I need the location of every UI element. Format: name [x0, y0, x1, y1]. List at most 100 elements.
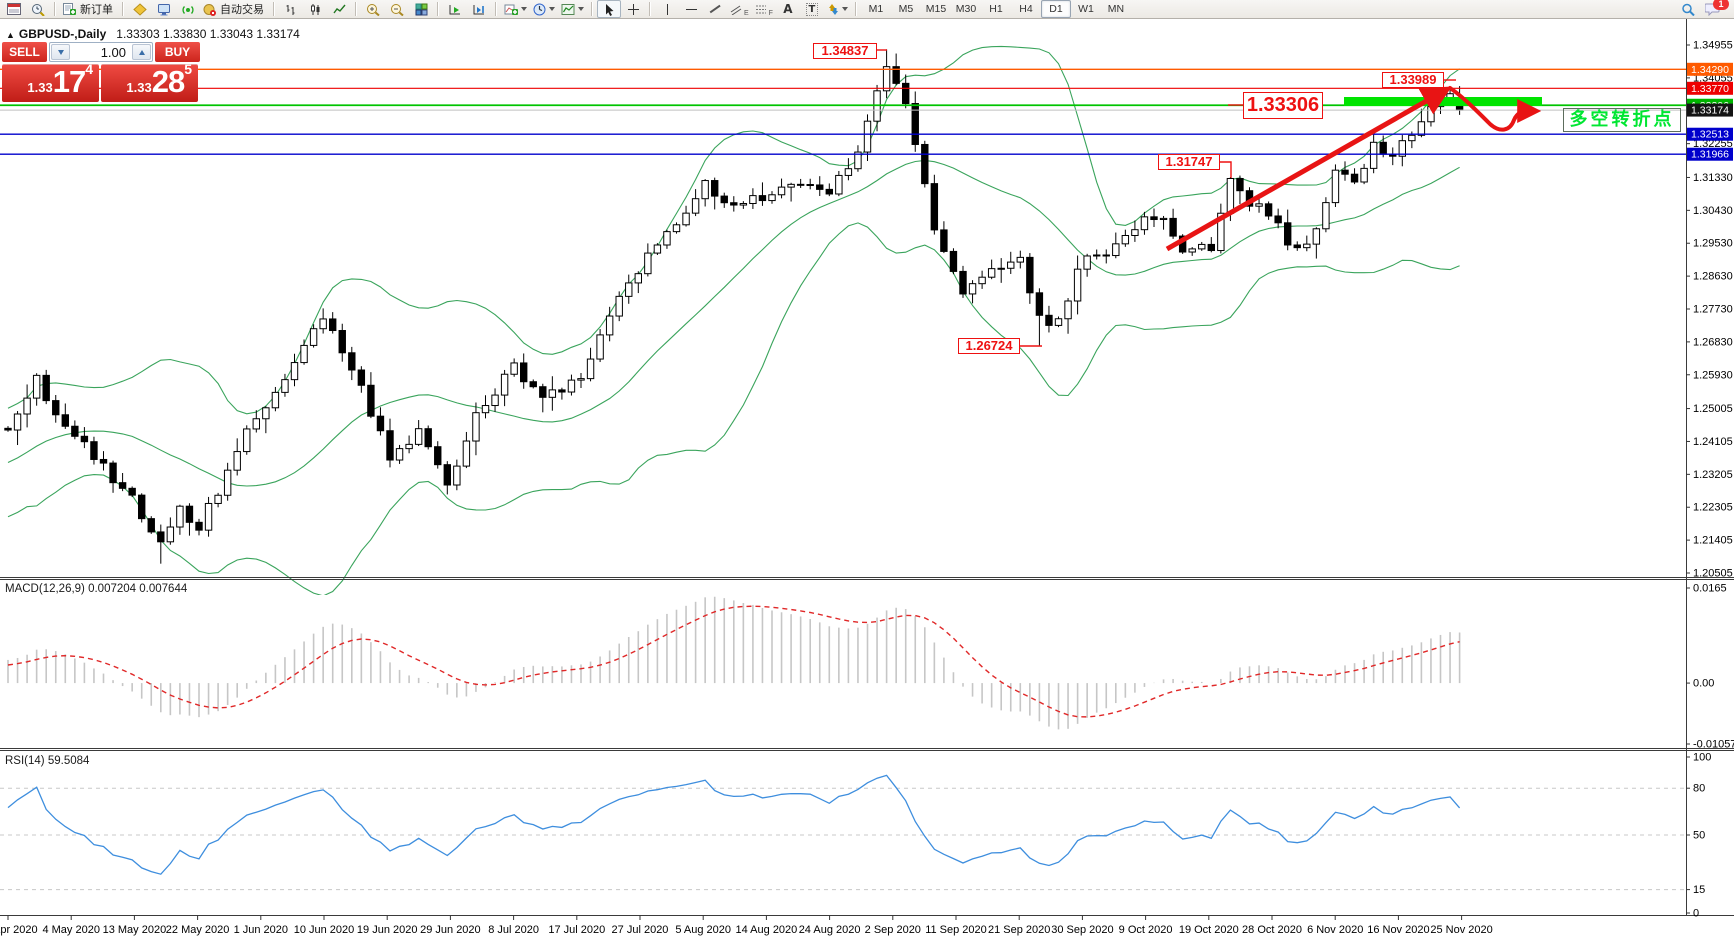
rsi-line — [7, 774, 1461, 875]
candle — [195, 521, 203, 531]
templates-button[interactable] — [558, 0, 587, 18]
text-tool-button[interactable]: A — [776, 0, 800, 18]
price-annotation-1.33989[interactable]: 1.33989 — [1382, 72, 1444, 88]
volume-decrease-button[interactable] — [51, 44, 70, 60]
zoom-out-button[interactable] — [385, 0, 409, 18]
timeframe-button-m1[interactable]: M1 — [868, 3, 884, 15]
volume-field[interactable]: 1.00 — [100, 45, 126, 60]
metaeditor-button[interactable] — [128, 0, 152, 18]
panel-frames — [0, 18, 1734, 916]
cursor-tool-button[interactable] — [597, 0, 621, 18]
vertical-line-tool-button[interactable] — [655, 0, 679, 18]
date-label: 16 Nov 2020 — [1367, 924, 1429, 936]
rsi-name: RSI(14) — [5, 755, 45, 767]
buy-price-prefix: 1.33 — [126, 80, 152, 95]
auto-scroll-button[interactable] — [443, 0, 467, 18]
timeframe-button-mn[interactable]: MN — [1107, 3, 1125, 15]
candle — [691, 198, 700, 214]
macd-axis-label: 0.0165 — [1693, 583, 1727, 595]
charts-window-icon[interactable] — [2, 0, 26, 18]
candle — [911, 103, 919, 145]
timeframe-button-h1[interactable]: H1 — [989, 3, 1003, 15]
price-annotation-1.31747[interactable]: 1.31747 — [1158, 154, 1220, 170]
buy-button[interactable]: BUY — [155, 42, 200, 62]
collapse-panel-arrow[interactable]: ▲ — [6, 30, 15, 40]
date-label: 24 Aug 2020 — [799, 924, 861, 936]
tile-windows-icon — [415, 3, 427, 15]
price-tick-label: 1.23205 — [1693, 469, 1733, 481]
crosshair-tool-button[interactable] — [621, 0, 645, 18]
strategy-tester-icon[interactable] — [26, 0, 50, 18]
timeframe-button-h4[interactable]: H4 — [1019, 3, 1033, 15]
buy-price-panel[interactable]: 1.33285 — [101, 61, 198, 102]
price-tick-label: 1.32255 — [1693, 138, 1733, 150]
candle — [711, 180, 719, 197]
candle — [682, 212, 690, 226]
sell-button[interactable]: SELL — [2, 42, 47, 62]
candle — [4, 427, 12, 431]
candle — [730, 202, 738, 206]
candlestick-chart-button[interactable] — [303, 0, 327, 18]
price-badge-label: 1.34290 — [1691, 64, 1729, 76]
candle — [844, 168, 853, 176]
price-axis[interactable]: 1.349551.340551.322551.313301.304301.295… — [1686, 40, 1734, 920]
candle — [529, 381, 537, 388]
search-button[interactable] — [1676, 0, 1700, 18]
terminal-button[interactable] — [152, 0, 176, 18]
indicators-button[interactable] — [501, 0, 530, 18]
price-annotation-1.26724[interactable]: 1.26724 — [958, 338, 1020, 354]
chart-canvas[interactable]: 1.349551.340551.322551.313301.304301.295… — [0, 18, 1734, 944]
candle — [481, 405, 490, 414]
signals-button[interactable] — [176, 0, 200, 18]
timeframe-button-w1[interactable]: W1 — [1078, 3, 1094, 15]
arrows-tool-button[interactable] — [824, 0, 851, 18]
sell-price-big: 17 — [52, 64, 86, 99]
date-label: 25 Nov 2020 — [1430, 924, 1492, 936]
date-label: 21 Sep 2020 — [988, 924, 1050, 936]
horizontal-line-tool-button[interactable] — [679, 0, 703, 18]
fibonacci-tool-button[interactable]: F — [752, 0, 776, 18]
zoom-in-icon — [367, 3, 380, 16]
candle — [749, 195, 757, 205]
periods-button[interactable] — [530, 0, 558, 18]
sell-price-panel[interactable]: 1.33174 — [2, 61, 99, 102]
one-click-trading-panel: SELL 1.00 BUY 1.33174 1.33285 — [2, 42, 200, 102]
support-band-highlight[interactable] — [1344, 97, 1542, 106]
price-annotation-1.33306[interactable]: 1.33306 — [1243, 92, 1323, 119]
candle — [796, 183, 805, 186]
trendline-tool-button[interactable] — [703, 0, 727, 18]
window-list-icon — [7, 3, 21, 15]
zoom-in-button[interactable] — [361, 0, 385, 18]
timeframe-button-m15[interactable]: M15 — [925, 3, 947, 15]
dropdown-arrow-icon — [521, 7, 527, 11]
candle — [386, 430, 394, 461]
chart-shift-button[interactable] — [467, 0, 491, 18]
timeframe-button-m5[interactable]: M5 — [898, 3, 914, 15]
candle — [500, 373, 509, 396]
chart-window[interactable]: 1.34955 1.34055 1.32255 1.31330 1.30430 1.295… — [0, 18, 1734, 944]
bar-chart-button[interactable] — [279, 0, 303, 18]
price-annotation-1.34837[interactable]: 1.34837 — [813, 43, 877, 59]
candle — [443, 464, 452, 486]
tile-windows-button[interactable] — [409, 0, 433, 18]
channel-glyph: E — [744, 10, 749, 17]
date-label: 1 Jun 2020 — [234, 924, 288, 936]
channel-tool-button[interactable]: E — [727, 0, 752, 18]
new-order-button[interactable]: 新订单 — [60, 0, 118, 18]
autotrading-button[interactable]: 自动交易 — [200, 0, 269, 18]
candle — [61, 414, 69, 427]
buy-button-label: BUY — [164, 45, 191, 59]
text-label-tool-button[interactable]: T — [800, 0, 824, 18]
candle — [405, 443, 413, 450]
pullback-arrow[interactable] — [1448, 86, 1542, 132]
candle — [1188, 248, 1196, 253]
pivot-point-annotation[interactable]: 多空转折点 — [1563, 108, 1681, 132]
date-label: 22 May 2020 — [166, 924, 230, 936]
volume-increase-button[interactable] — [132, 44, 151, 60]
line-chart-button[interactable] — [327, 0, 351, 18]
trend-arrow-up[interactable] — [1165, 86, 1452, 252]
timeframe-button-d1[interactable]: D1 — [1040, 0, 1071, 18]
timeframe-button-m30[interactable]: M30 — [955, 3, 977, 15]
notifications-button[interactable]: 1 — [1700, 0, 1729, 18]
